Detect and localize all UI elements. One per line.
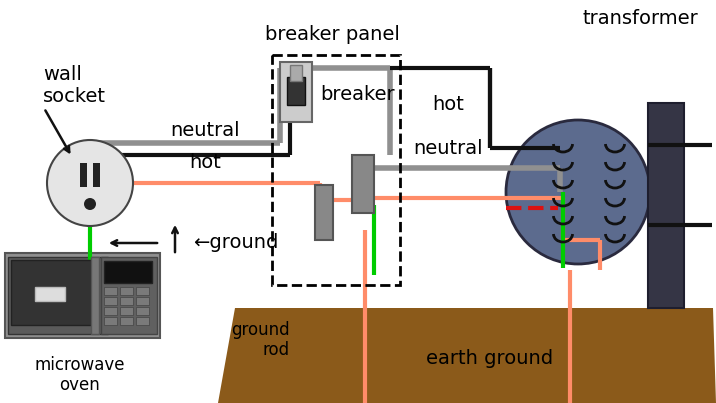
Text: breaker panel: breaker panel bbox=[265, 25, 400, 44]
Text: ←ground: ←ground bbox=[193, 233, 279, 251]
Bar bbox=[120, 307, 133, 315]
Text: hot: hot bbox=[432, 96, 464, 114]
Text: microwave
oven: microwave oven bbox=[35, 355, 125, 395]
Bar bbox=[104, 317, 117, 325]
Bar bbox=[648, 103, 684, 308]
Bar bbox=[104, 297, 117, 305]
Bar bbox=[290, 65, 302, 81]
Bar bbox=[8, 257, 108, 334]
Bar bbox=[35, 287, 65, 301]
Text: neutral: neutral bbox=[413, 139, 483, 158]
Bar bbox=[93, 163, 100, 187]
Bar bbox=[272, 55, 400, 285]
Bar bbox=[120, 297, 133, 305]
Text: ground
rod: ground rod bbox=[231, 321, 290, 359]
Text: breaker: breaker bbox=[320, 85, 395, 104]
Bar bbox=[104, 261, 152, 283]
Bar bbox=[80, 163, 87, 187]
Text: earth ground: earth ground bbox=[427, 349, 553, 368]
Bar bbox=[104, 287, 117, 295]
Circle shape bbox=[506, 120, 650, 264]
Bar bbox=[5, 253, 160, 338]
Text: neutral: neutral bbox=[170, 120, 240, 139]
Bar bbox=[136, 297, 149, 305]
Bar bbox=[91, 257, 99, 334]
Bar bbox=[101, 257, 157, 334]
Bar bbox=[11, 260, 91, 325]
Bar bbox=[120, 317, 133, 325]
Polygon shape bbox=[218, 308, 716, 403]
Bar bbox=[136, 307, 149, 315]
Bar bbox=[280, 62, 312, 122]
Bar bbox=[104, 307, 117, 315]
Bar bbox=[315, 185, 333, 240]
Bar bbox=[352, 155, 374, 213]
Text: transformer: transformer bbox=[582, 8, 698, 27]
Bar bbox=[136, 287, 149, 295]
Circle shape bbox=[47, 140, 133, 226]
Circle shape bbox=[84, 198, 96, 210]
Text: wall
socket: wall socket bbox=[43, 64, 106, 106]
Bar bbox=[287, 77, 305, 105]
Bar bbox=[136, 317, 149, 325]
Text: hot: hot bbox=[189, 152, 221, 172]
Bar bbox=[120, 287, 133, 295]
